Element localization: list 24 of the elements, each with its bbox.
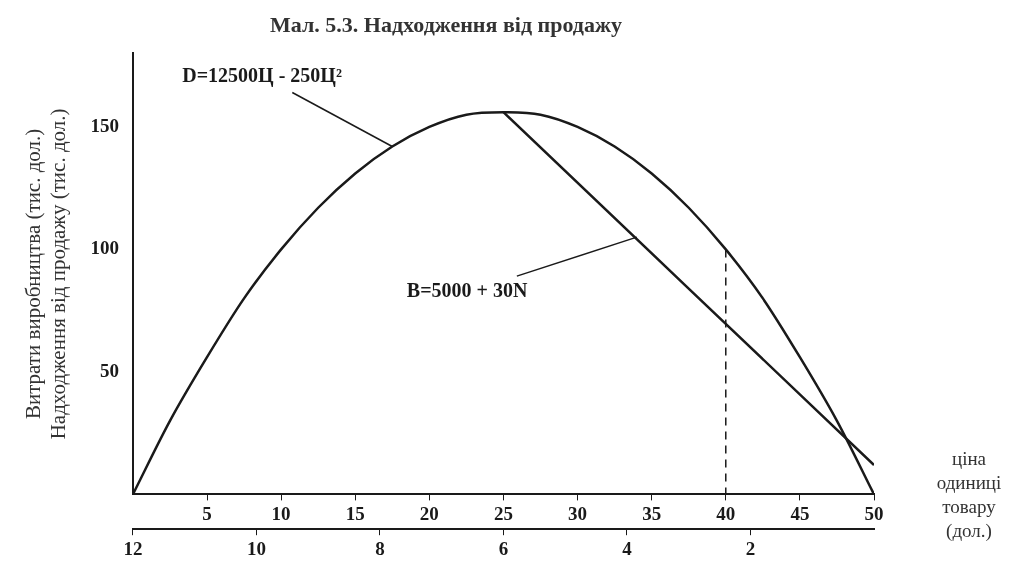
x-tick-label: 30 — [568, 502, 588, 524]
y-axis-title: Витрати виробництва (тис. дол.) Надходження від продажу (тис. дол.) — [21, 108, 71, 440]
y-tick-label: 50 — [99, 359, 119, 381]
x-axis-title: ціна одиниці товару (дол.) — [936, 448, 1002, 543]
x2-tick-label: 4 — [622, 537, 633, 559]
x-tick-label: 15 — [345, 502, 365, 524]
x-tick-label: 10 — [271, 502, 291, 524]
chart-title: Мал. 5.3. Надходження від продажу — [270, 11, 622, 37]
x-tick-label: 50 — [864, 502, 884, 524]
x2-tick-label: 2 — [745, 537, 756, 559]
annotation: B=5000 + 30N — [406, 279, 528, 302]
x-tick-label: 45 — [790, 502, 810, 524]
y-tick-label: 150 — [90, 114, 119, 136]
x-tick-label: 20 — [419, 502, 439, 524]
x2-tick-label: 6 — [498, 537, 509, 559]
annotation: D=12500Ц - 250Ц² — [182, 63, 342, 87]
x-tick-label: 5 — [202, 502, 212, 524]
x2-tick-label: 8 — [375, 537, 385, 559]
y-tick-label: 100 — [90, 237, 119, 259]
x-tick-label: 35 — [642, 502, 662, 524]
x-tick-label: 40 — [716, 502, 736, 524]
x2-tick-label: 12 — [123, 537, 143, 559]
x2-tick-label: 10 — [246, 537, 266, 559]
x-tick-label: 25 — [493, 502, 513, 524]
